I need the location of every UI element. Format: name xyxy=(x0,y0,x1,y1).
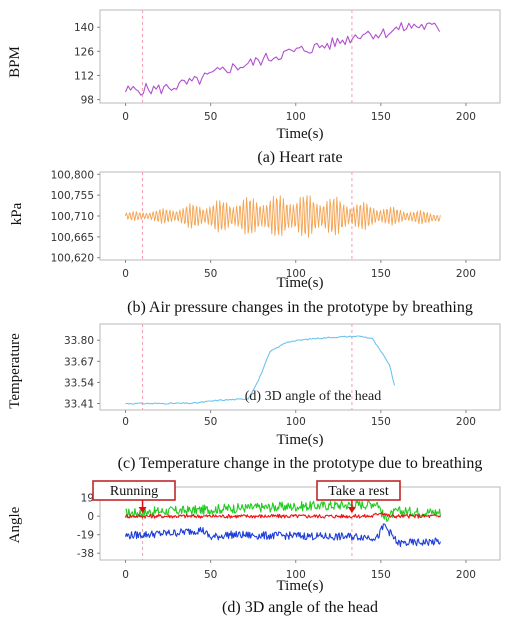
plot-frame xyxy=(99,9,501,104)
annotation-box xyxy=(316,480,401,501)
x-axis-title: Time(s) xyxy=(277,275,324,291)
x-tick-label: 200 xyxy=(456,569,476,581)
plot-frame xyxy=(99,323,501,411)
panel-caption: (a) Heart rate xyxy=(257,149,342,166)
y-tick-label: 126 xyxy=(74,46,94,58)
x-tick-label: 0 xyxy=(122,569,129,581)
chart-panel-1: 98 112 126 140 0 50 100 150 200 Time(s) BPM (a) Hea… xyxy=(7,9,501,166)
x-tick-label: 100 xyxy=(286,416,306,428)
x-tick-label: 100 xyxy=(286,569,306,581)
x-tick-label: 50 xyxy=(204,416,217,428)
chart-panel-2: 100,620 100,665 100,710 100,755 100,800 0 50 10… xyxy=(9,169,501,316)
series-line-1 xyxy=(125,195,441,238)
x-axis-title: Time(s) xyxy=(277,432,324,448)
y-tick-label: 100,620 xyxy=(51,253,94,265)
panel-caption: (c) Temperature change in the prototype … xyxy=(118,455,483,472)
x-tick-label: 150 xyxy=(371,569,391,581)
series-line-2 xyxy=(124,512,441,519)
series-line-1 xyxy=(125,499,441,522)
x-tick-label: 200 xyxy=(456,111,476,123)
y-tick-label: 100,665 xyxy=(51,232,94,244)
x-tick-label: 150 xyxy=(371,416,391,428)
annotation-box xyxy=(92,480,176,501)
x-tick-label: 0 xyxy=(122,268,129,280)
y-axis-title: kPa xyxy=(9,202,25,225)
annotation-label: Running xyxy=(110,484,158,499)
annotation-arrow-head xyxy=(347,507,356,513)
y-tick-label: 33.41 xyxy=(64,399,94,411)
x-tick-label: 150 xyxy=(371,268,391,280)
y-axis-title: Angle xyxy=(7,506,23,543)
y-tick-label: -19 xyxy=(77,530,94,542)
annotation-label: Take a rest xyxy=(328,484,389,499)
x-tick-label: 100 xyxy=(286,268,306,280)
x-tick-label: 50 xyxy=(204,268,217,280)
series-line-3 xyxy=(124,523,441,548)
y-tick-label: 100,800 xyxy=(51,169,94,181)
x-axis-title: Time(s) xyxy=(277,126,324,142)
x-tick-label: 150 xyxy=(371,111,391,123)
series-line-1 xyxy=(125,335,396,405)
y-tick-label: 100,710 xyxy=(51,211,94,223)
panel-caption: (d) 3D angle of the head xyxy=(222,599,378,616)
overlay-text: (d) 3D angle of the head xyxy=(245,389,381,404)
x-tick-label: 50 xyxy=(204,569,217,581)
chart-panel-3: 33.41 33.54 33.67 33.80 0 50 100 150 200 (d) 3D a… xyxy=(7,323,501,472)
x-tick-label: 200 xyxy=(456,268,476,280)
x-tick-label: 0 xyxy=(122,111,129,123)
y-tick-label: 33.54 xyxy=(64,377,94,389)
y-tick-label: 0 xyxy=(87,511,94,523)
chart-panel-4: 19 0 -19 -38 0 50 100 150 200 Running Take a rest T… xyxy=(7,480,501,616)
series-line-1 xyxy=(124,22,441,96)
y-axis-title: Temperature xyxy=(7,333,23,409)
y-tick-label: 19 xyxy=(81,493,94,505)
y-axis-title: BPM xyxy=(7,46,23,78)
annotation-arrow-head xyxy=(138,507,147,513)
y-tick-label: -38 xyxy=(77,548,94,560)
x-axis-title: Time(s) xyxy=(277,578,324,594)
y-tick-label: 140 xyxy=(74,22,94,34)
y-tick-label: 33.80 xyxy=(64,335,94,347)
x-tick-label: 0 xyxy=(122,416,129,428)
y-tick-label: 100,755 xyxy=(51,190,94,202)
y-tick-label: 112 xyxy=(74,70,94,82)
y-tick-label: 98 xyxy=(81,95,94,107)
x-tick-label: 50 xyxy=(204,111,217,123)
x-tick-label: 100 xyxy=(286,111,306,123)
x-tick-label: 200 xyxy=(456,416,476,428)
panel-caption: (b) Air pressure changes in the prototyp… xyxy=(127,299,473,316)
y-tick-label: 33.67 xyxy=(64,356,94,368)
